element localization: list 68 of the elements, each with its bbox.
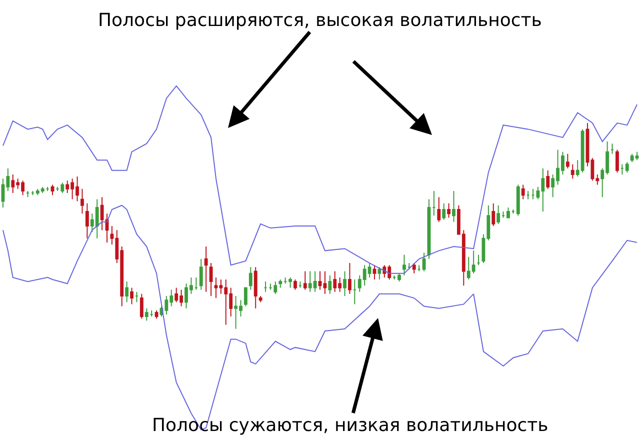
candlestick xyxy=(476,254,480,266)
candlestick xyxy=(254,266,258,309)
candlestick xyxy=(620,164,624,175)
candlestick xyxy=(303,270,307,290)
candlestick xyxy=(150,310,154,318)
candlestick xyxy=(144,308,148,322)
candlestick xyxy=(328,274,332,294)
candlestick xyxy=(80,188,84,214)
candlestick xyxy=(417,264,421,272)
candlestick xyxy=(135,291,138,303)
candlestick xyxy=(616,149,619,173)
candlestick xyxy=(298,281,302,288)
candlestick xyxy=(432,190,436,216)
candlestick xyxy=(264,281,268,292)
candlestick xyxy=(288,276,292,288)
candlestick xyxy=(570,164,574,180)
candlestick xyxy=(244,287,248,307)
candlestick xyxy=(526,190,530,200)
candlestick xyxy=(56,186,60,192)
candlestick xyxy=(625,162,629,173)
candlestick xyxy=(502,211,505,218)
candlestick xyxy=(352,279,356,305)
candlestick xyxy=(50,184,54,196)
candlestick xyxy=(546,170,550,190)
candlestick xyxy=(268,283,272,290)
candlestick xyxy=(422,252,426,272)
candlestick xyxy=(378,266,382,280)
candlestick xyxy=(204,246,208,292)
candlestick xyxy=(566,153,570,169)
candlestick xyxy=(130,287,134,305)
candlestick xyxy=(209,262,213,296)
candlestick xyxy=(392,274,396,280)
candlestick xyxy=(496,204,500,224)
candlestick xyxy=(26,190,30,198)
candlestick xyxy=(30,190,34,196)
candlestick xyxy=(278,279,282,288)
candlestick xyxy=(194,276,198,290)
candlestick xyxy=(398,272,401,282)
candlestick xyxy=(154,310,158,320)
candlestick xyxy=(516,184,520,216)
candlestick xyxy=(506,206,510,218)
candlestick xyxy=(442,202,446,220)
candlestick xyxy=(610,143,614,154)
candlestick xyxy=(437,196,441,222)
candlestick xyxy=(140,293,144,320)
candlestick xyxy=(372,264,376,280)
candlestick xyxy=(294,279,297,290)
candlestick xyxy=(492,202,496,226)
text: Полосы расширяются, высокая волатильность xyxy=(98,10,542,31)
candlestick xyxy=(511,209,515,214)
candlestick xyxy=(85,202,89,239)
candlestick xyxy=(60,182,64,194)
candlestick xyxy=(531,188,535,200)
candlestick xyxy=(521,184,525,200)
candlestick xyxy=(343,270,346,296)
candlestick xyxy=(199,258,203,290)
candlestick xyxy=(274,281,278,294)
candlestick xyxy=(125,281,129,303)
candlestick xyxy=(412,262,416,274)
candlestick xyxy=(452,190,456,222)
candlestick xyxy=(407,262,411,270)
candlestick xyxy=(46,186,50,192)
candlestick xyxy=(348,262,352,294)
candlestick xyxy=(447,202,451,218)
candlestick xyxy=(284,276,288,284)
candlestick xyxy=(402,254,406,276)
candlestick xyxy=(258,295,262,303)
candlestick xyxy=(248,266,252,290)
